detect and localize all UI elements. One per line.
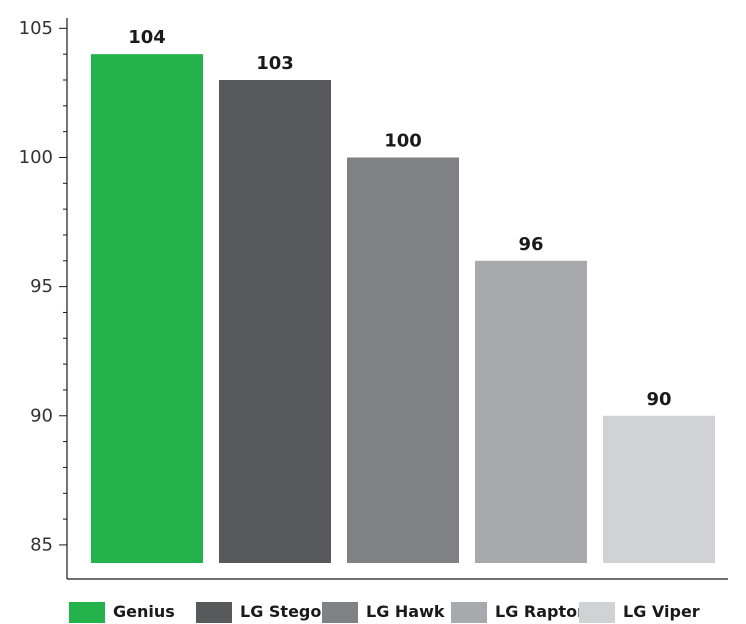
legend-swatch [579, 602, 615, 623]
bar-value-label: 90 [646, 389, 671, 410]
y-tick-label: 90 [30, 405, 53, 426]
legend-label: LG Viper [623, 602, 700, 621]
legend-swatch [451, 602, 487, 623]
bar-lg-viper [603, 415, 715, 563]
y-tick-label: 105 [19, 18, 53, 39]
bar-value-label: 104 [128, 27, 166, 48]
legend-label: LG Stego [240, 602, 321, 621]
bar-value-label: 100 [384, 130, 422, 151]
legend: Genius LG Stego LG Hawk LG Raptor LG Viper [69, 602, 700, 623]
bar-lg-hawk [347, 157, 459, 563]
legend-label: LG Hawk [366, 602, 445, 621]
bar-value-label: 103 [256, 53, 294, 74]
bar-genius [91, 54, 203, 564]
y-tick-label: 85 [30, 534, 53, 555]
plot-area: 85 90 95 100 105 104 103 100 96 90 [19, 18, 728, 580]
y-tick-label: 95 [30, 276, 53, 297]
bars: 104 103 100 96 90 [91, 27, 715, 564]
bar-lg-stego [219, 79, 331, 563]
legend-label: Genius [113, 602, 175, 621]
legend-swatch [196, 602, 232, 623]
y-axis-ticks: 85 90 95 100 105 [19, 18, 67, 555]
legend-label: LG Raptor [495, 602, 585, 621]
y-tick-label: 100 [19, 147, 53, 168]
bar-lg-raptor [475, 260, 587, 563]
bar-value-label: 96 [518, 234, 543, 255]
legend-swatch [69, 602, 105, 623]
legend-swatch [322, 602, 358, 623]
